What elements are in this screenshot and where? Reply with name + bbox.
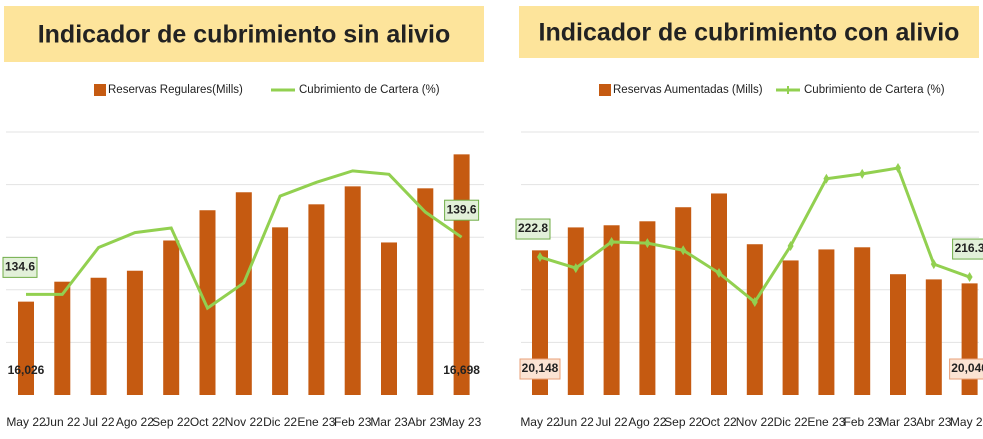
x-tick-label: Ago 22	[116, 415, 154, 429]
bar	[54, 281, 71, 395]
title-banner	[519, 6, 979, 58]
line-marker	[537, 252, 543, 263]
bar	[567, 227, 584, 395]
legend-swatch	[94, 84, 106, 96]
legend-label: Cubrimiento de Cartera (%)	[299, 84, 440, 96]
line-marker	[644, 238, 651, 249]
line-marker	[787, 240, 794, 251]
line-marker	[572, 263, 579, 274]
line-series	[26, 169, 463, 311]
data-label: 16,698	[443, 363, 480, 377]
bar	[453, 154, 470, 395]
x-tick-label: Feb 23	[334, 415, 372, 429]
bar	[854, 247, 871, 395]
x-tick-label: Dic 22	[263, 415, 297, 429]
x-tick-label: Ene 23	[297, 415, 335, 429]
bar	[199, 210, 216, 395]
data-label: 20,148	[522, 361, 559, 375]
data-label-box	[952, 238, 983, 260]
x-tick-label: Jun 22	[558, 415, 594, 429]
data-label-box	[949, 358, 983, 380]
legend-label: Reservas Aumentadas (Mills)	[613, 84, 763, 96]
x-tick-label: Feb 23	[844, 415, 882, 429]
x-tick-label: Mar 23	[879, 415, 917, 429]
x-tick-label: Jul 22	[596, 415, 628, 429]
bar	[639, 221, 656, 395]
bar	[782, 260, 799, 395]
x-tick-label: Ene 23	[807, 415, 845, 429]
x-tick-label: Oct 22	[701, 415, 737, 429]
chart-title: Indicador de cubrimiento con alivio	[539, 19, 960, 47]
x-tick-label: Ago 22	[628, 415, 666, 429]
data-label: 16,026	[8, 363, 45, 377]
line-marker	[716, 268, 722, 279]
x-tick-label: Abr 23	[408, 415, 444, 429]
bar	[746, 244, 763, 395]
x-tick-label: Mar 23	[370, 415, 408, 429]
x-tick-label: Jul 22	[83, 415, 115, 429]
bar	[344, 186, 361, 395]
x-tick-label: Nov 22	[225, 415, 263, 429]
bar	[126, 270, 143, 395]
bar	[235, 192, 252, 395]
bar	[925, 279, 942, 395]
data-label-box	[444, 199, 480, 221]
x-tick-label: May 22	[6, 415, 46, 429]
x-tick-label: Dic 22	[774, 415, 808, 429]
x-tick-label: Oct 22	[190, 415, 226, 429]
legend-label: Cubrimiento de Cartera (%)	[804, 84, 945, 96]
line-marker	[895, 163, 901, 174]
bar	[603, 225, 620, 395]
bar	[90, 277, 107, 395]
line-marker	[751, 296, 758, 307]
bar	[18, 301, 34, 395]
line-marker	[966, 272, 973, 283]
data-label-box	[515, 218, 551, 240]
chart-panel: Indicador de cubrimiento con alivio May 2…	[515, 6, 983, 429]
data-label: 216.3	[955, 241, 983, 255]
chart-title: Indicador de cubrimiento sin alivio	[38, 21, 451, 49]
bar	[890, 274, 906, 395]
data-label-box	[2, 256, 38, 278]
data-label: 20,040	[951, 361, 983, 375]
line-marker	[859, 168, 866, 179]
data-label: 134.6	[5, 260, 35, 274]
line-marker	[680, 245, 687, 256]
x-tick-label: Jun 22	[44, 415, 80, 429]
legend-swatch	[599, 84, 611, 96]
chart-panel: Indicador de cubrimiento sin alivio May 2…	[2, 6, 484, 429]
bar	[272, 227, 289, 395]
bar	[711, 193, 727, 395]
bar	[675, 207, 692, 395]
legend-label: Reservas Regulares(Mills)	[108, 84, 243, 96]
bar	[381, 242, 397, 395]
data-label-box	[519, 358, 561, 380]
x-tick-label: Nov 22	[736, 415, 774, 429]
data-label: 139.6	[447, 202, 477, 216]
bar	[308, 204, 325, 395]
x-tick-label: May 23	[950, 415, 983, 429]
x-tick-label: Sep 22	[664, 415, 702, 429]
data-label: 222.8	[518, 221, 548, 235]
title-banner	[4, 6, 484, 62]
x-tick-label: Sep 22	[152, 415, 190, 429]
bar	[163, 240, 180, 395]
line-marker	[608, 236, 615, 247]
line-marker	[823, 173, 830, 184]
x-tick-label: May 22	[520, 415, 560, 429]
bar	[417, 188, 434, 395]
line-marker	[930, 259, 937, 270]
bar	[818, 249, 835, 395]
x-tick-label: Abr 23	[916, 415, 952, 429]
x-tick-label: May 23	[442, 415, 482, 429]
